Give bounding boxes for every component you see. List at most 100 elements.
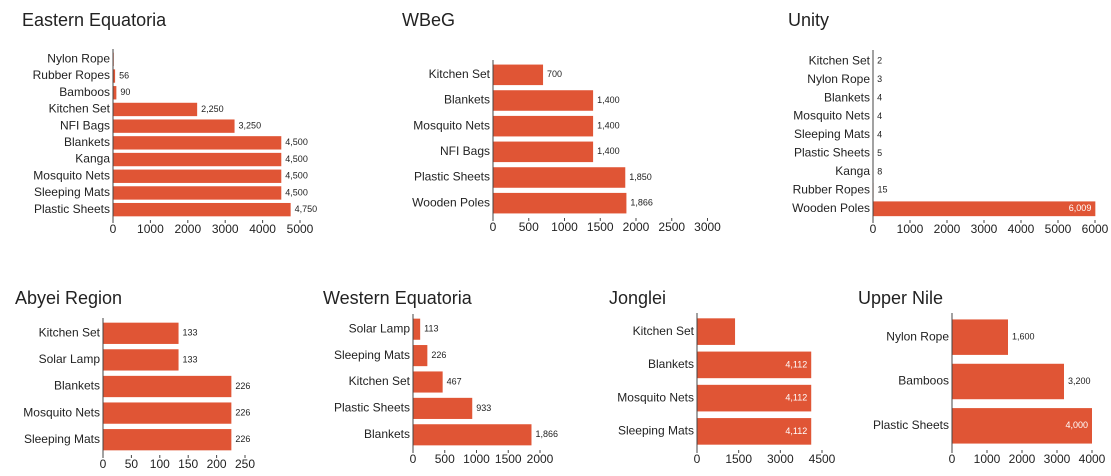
x-tick-label: 5000 — [287, 222, 314, 236]
value-label: 933 — [476, 403, 491, 413]
category-label: Sleeping Mats — [34, 185, 110, 199]
chart-title: WBeG — [402, 10, 455, 30]
value-label: 226 — [235, 407, 250, 417]
category-label: Sleeping Mats — [334, 348, 410, 362]
category-label: Kanga — [835, 164, 870, 178]
x-tick-label: 100 — [150, 457, 170, 471]
value-label: 133 — [183, 354, 198, 364]
category-label: Plastic Sheets — [334, 401, 410, 415]
value-label: 4,112 — [785, 426, 807, 436]
x-tick-label: 4000 — [1008, 222, 1035, 236]
value-label: 8 — [877, 166, 882, 176]
chart-title: Abyei Region — [15, 288, 122, 308]
category-label: Plastic Sheets — [794, 146, 870, 160]
bar — [697, 351, 812, 379]
value-label: 3,250 — [239, 121, 262, 131]
x-tick-label: 2000 — [1009, 452, 1036, 466]
x-tick-label: 3000 — [694, 220, 721, 234]
bar — [697, 318, 736, 345]
bar — [873, 201, 1096, 217]
category-label: Mosquito Nets — [617, 390, 694, 404]
bar — [493, 167, 626, 188]
bar — [113, 202, 291, 217]
category-label: Mosquito Nets — [33, 168, 110, 182]
value-label: 1,400 — [597, 121, 620, 131]
category-label: Blankets — [824, 90, 870, 104]
x-tick-label: 3000 — [767, 452, 794, 466]
x-tick-label: 1000 — [463, 452, 490, 466]
bar — [113, 86, 117, 100]
category-label: Plastic Sheets — [34, 202, 110, 216]
bar — [413, 397, 473, 419]
value-label: 4 — [877, 92, 882, 102]
value-label: 3 — [877, 74, 882, 84]
x-tick-label: 6000 — [1082, 222, 1109, 236]
value-label: 226 — [235, 434, 250, 444]
x-tick-label: 4000 — [249, 222, 276, 236]
category-label: Sleeping Mats — [618, 424, 694, 438]
category-label: NFI Bags — [60, 118, 110, 132]
category-label: Kitchen Set — [39, 325, 101, 339]
x-tick-label: 1500 — [587, 220, 614, 234]
category-label: Mosquito Nets — [23, 405, 100, 419]
x-tick-label: 4500 — [809, 452, 836, 466]
category-label: Blankets — [444, 93, 490, 107]
category-label: Kanga — [75, 152, 110, 166]
bar — [413, 424, 532, 446]
bar — [103, 349, 179, 371]
category-label: Blankets — [364, 427, 410, 441]
value-label: 4,112 — [785, 393, 807, 403]
bar — [952, 363, 1064, 400]
bar — [103, 429, 232, 451]
value-label: 4,112 — [785, 359, 807, 369]
category-label: Kitchen Set — [429, 67, 491, 81]
bar — [413, 371, 443, 393]
x-tick-label: 1000 — [137, 222, 164, 236]
x-tick-label: 2500 — [658, 220, 685, 234]
category-label: Sleeping Mats — [794, 127, 870, 141]
category-label: Sleeping Mats — [24, 432, 100, 446]
category-label: Kitchen Set — [809, 53, 871, 67]
category-label: Plastic Sheets — [873, 418, 949, 432]
x-tick-label: 4000 — [1079, 452, 1106, 466]
category-label: Plastic Sheets — [414, 170, 490, 184]
bar — [103, 322, 179, 344]
value-label: 3,200 — [1068, 376, 1091, 386]
bar — [697, 384, 812, 412]
category-label: Bamboos — [59, 85, 110, 99]
x-tick-label: 500 — [519, 220, 539, 234]
category-label: Blankets — [64, 135, 110, 149]
value-label: 133 — [183, 328, 198, 338]
category-label: Mosquito Nets — [793, 109, 870, 123]
value-label: 1,600 — [1012, 332, 1035, 342]
bar — [103, 402, 232, 424]
chart-title: Eastern Equatoria — [22, 10, 167, 30]
x-tick-label: 3000 — [1044, 452, 1071, 466]
category-label: Wooden Poles — [792, 201, 870, 215]
category-label: Solar Lamp — [39, 352, 101, 366]
value-label: 4,500 — [285, 154, 308, 164]
x-tick-label: 0 — [100, 457, 107, 471]
bar — [493, 141, 594, 163]
chart-title: Upper Nile — [858, 288, 943, 308]
category-label: Wooden Poles — [412, 195, 490, 209]
bar — [113, 136, 282, 150]
x-tick-label: 1500 — [725, 452, 752, 466]
bar — [113, 152, 282, 167]
value-label: 226 — [431, 350, 446, 360]
x-tick-label: 150 — [178, 457, 198, 471]
x-tick-label: 0 — [110, 222, 117, 236]
value-label: 1,866 — [535, 429, 558, 439]
chart-title: Jonglei — [609, 288, 666, 308]
value-label: 4,750 — [295, 204, 318, 214]
x-tick-label: 2000 — [934, 222, 961, 236]
value-label: 1,400 — [597, 146, 620, 156]
category-label: Nylon Rope — [807, 72, 870, 86]
value-label: 15 — [878, 185, 888, 195]
chart-title: Western Equatoria — [323, 288, 473, 308]
category-label: Rubber Ropes — [33, 68, 110, 82]
x-tick-label: 0 — [949, 452, 956, 466]
bar — [413, 345, 428, 367]
value-label: 700 — [547, 69, 562, 79]
x-tick-label: 2000 — [623, 220, 650, 234]
